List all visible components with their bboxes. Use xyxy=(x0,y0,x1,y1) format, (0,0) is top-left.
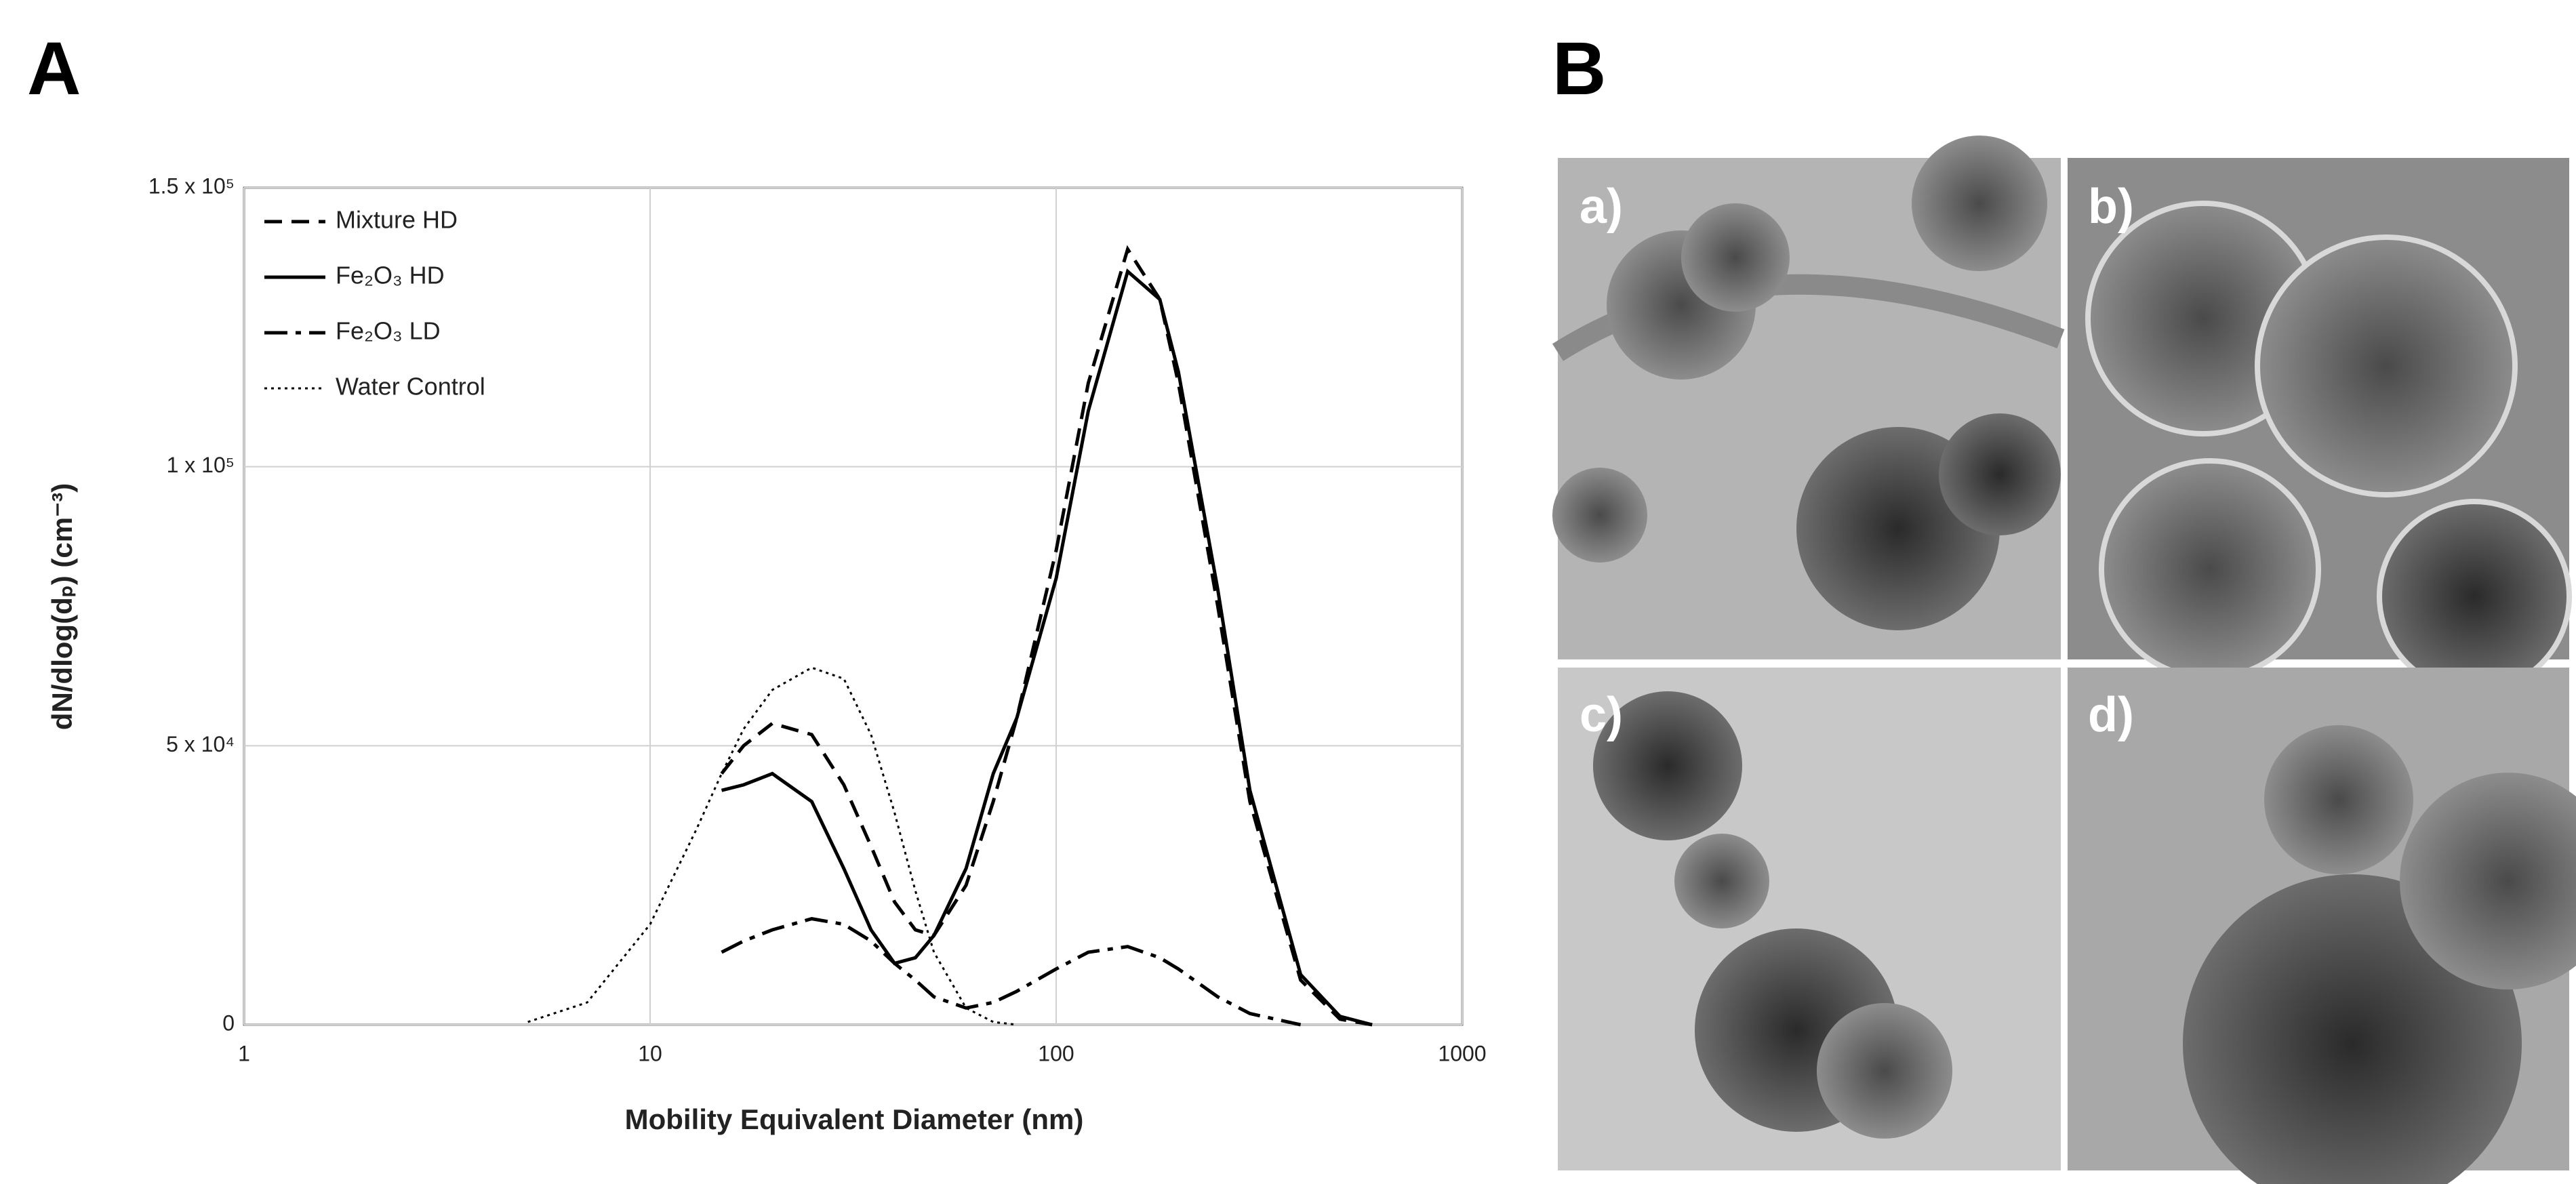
micrograph: d) xyxy=(2068,668,2576,1184)
legend-label: Fe₂O₃ HD xyxy=(336,262,445,289)
legend-label: Mixture HD xyxy=(336,206,458,234)
series-line xyxy=(721,917,1302,1027)
x-tick-label: 1 xyxy=(238,1041,250,1065)
legend-label: Fe₂O₃ LD xyxy=(336,317,441,345)
micrograph-label: c) xyxy=(1579,688,1623,742)
x-tick-label: 1000 xyxy=(1438,1041,1486,1065)
series-line xyxy=(527,666,1018,1026)
legend-label: Water Control xyxy=(336,373,485,401)
y-axis-title: dN/dlog(dₚ) (cm⁻³) xyxy=(46,483,78,730)
y-tick-label: 5 x 10⁴ xyxy=(166,732,235,756)
micrograph-label: b) xyxy=(2088,180,2134,234)
y-tick-label: 1.5 x 10⁵ xyxy=(148,173,235,198)
plot-area xyxy=(243,186,1464,1026)
panel-label: B xyxy=(1552,27,1606,110)
panel-label: A xyxy=(27,27,81,110)
micrograph: c) xyxy=(1558,668,2061,1170)
micrograph: b) xyxy=(2068,158,2572,694)
micrograph-label: a) xyxy=(1579,180,1623,234)
x-tick-label: 10 xyxy=(638,1041,662,1065)
x-axis-title: Mobility Equivalent Diameter (nm) xyxy=(625,1103,1084,1135)
y-tick-label: 0 xyxy=(222,1011,235,1035)
y-tick-label: 1 x 10⁵ xyxy=(167,453,235,477)
x-tick-label: 100 xyxy=(1038,1041,1074,1065)
micrograph: a) xyxy=(1552,136,2065,659)
micrograph-label: d) xyxy=(2088,688,2134,742)
series-line xyxy=(720,245,1373,1027)
series-line xyxy=(721,268,1373,1027)
